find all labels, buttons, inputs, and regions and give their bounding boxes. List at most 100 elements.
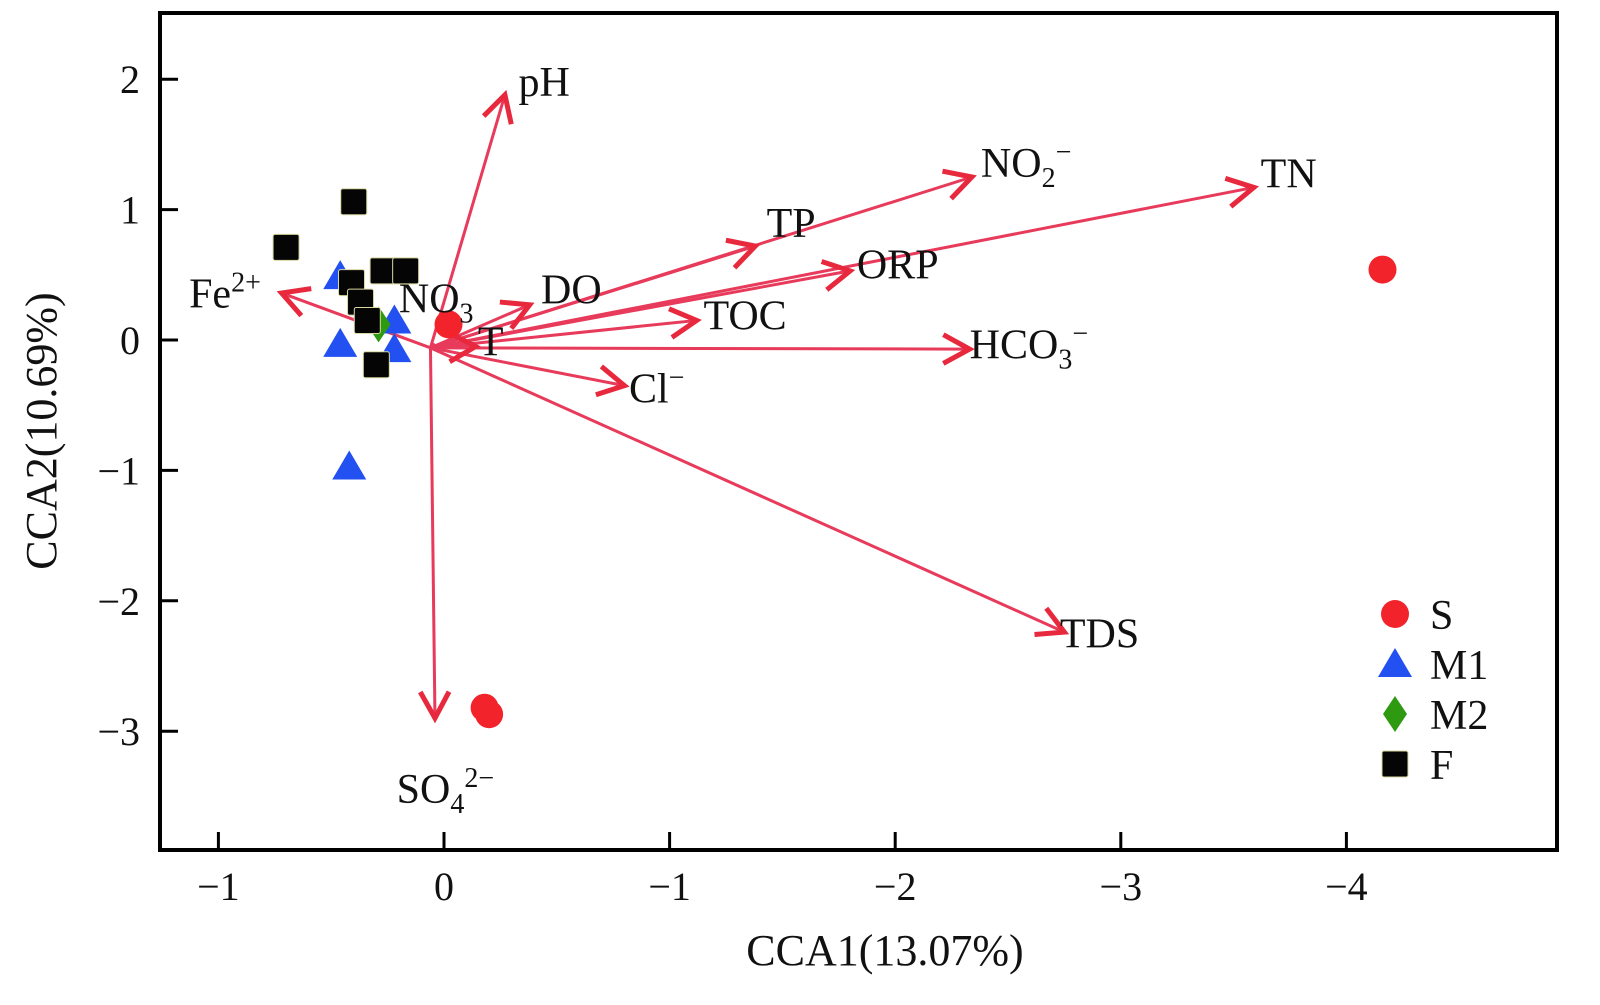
arrow-shaft: [430, 269, 851, 350]
arrow-shaft: [430, 346, 970, 351]
env-label-subscript: 3: [460, 299, 474, 330]
arrow-ph: [429, 89, 514, 349]
arrow-head: [668, 306, 702, 340]
arrow-head: [725, 237, 761, 270]
legend-label: S: [1430, 593, 1453, 639]
arrow-tp: [430, 237, 761, 350]
x-axis-title: CCA1(13.07%): [746, 926, 1023, 975]
legend-item-s: S: [1381, 593, 1453, 639]
env-label-text: ORP: [857, 243, 939, 289]
point-f: [362, 351, 390, 379]
series-s: [434, 255, 1397, 729]
env-label-do: DO: [541, 267, 602, 313]
sample-points: [272, 188, 1397, 729]
arrow-head: [499, 299, 535, 330]
x-tick-label: −1: [197, 864, 240, 909]
y-tick-label: −1: [97, 448, 140, 493]
arrow-so42: [418, 347, 452, 724]
env-label-text: TDS: [1060, 612, 1139, 658]
env-label-text: T: [478, 320, 504, 366]
y-tick-label: −2: [97, 579, 140, 624]
legend-marker-circle: [1381, 600, 1409, 628]
env-label-text: pH: [518, 60, 569, 106]
point-f: [353, 306, 381, 334]
point-s: [1368, 255, 1397, 284]
env-label-superscript: −: [1056, 137, 1072, 168]
arrow-shaft: [430, 244, 756, 350]
arrow-shaft: [429, 94, 507, 349]
arrow-shaft: [429, 346, 1066, 634]
point-s: [475, 700, 504, 729]
arrow-hco3: [430, 332, 975, 366]
env-label-superscript: −: [1072, 318, 1088, 349]
env-label-toc: TOC: [703, 294, 786, 340]
arrow-head: [941, 168, 977, 201]
arrow-t: [430, 330, 481, 364]
env-label-text: NO: [981, 141, 1042, 187]
env-label-text: HCO: [970, 322, 1059, 368]
env-label-text: Fe: [189, 271, 231, 317]
point-m1: [332, 450, 367, 480]
env-label-cl: Cl−: [629, 363, 684, 413]
env-label-text: TN: [1261, 151, 1317, 197]
x-tick-label: 0: [434, 864, 454, 909]
arrow-shaft: [430, 318, 697, 350]
x-tick-label: −4: [1325, 864, 1368, 909]
env-label-subscript: 4: [450, 789, 464, 820]
arrow-head: [418, 690, 452, 724]
env-label-superscript: 2−: [464, 763, 494, 794]
arrow-do: [429, 299, 535, 350]
legend-item-m1: M1: [1378, 643, 1488, 689]
env-label-fe2: Fe2+: [189, 267, 261, 317]
arrow-shaft: [430, 345, 476, 350]
env-label-text: DO: [541, 267, 602, 313]
arrow-head: [1034, 606, 1070, 637]
legend-label: F: [1430, 743, 1453, 789]
point-m1: [323, 327, 358, 357]
legend-marker-diamond: [1383, 696, 1407, 732]
x-tick-label: −1: [648, 864, 691, 909]
arrow-head: [481, 89, 514, 125]
env-label-hco3: HCO3−: [970, 318, 1088, 375]
arrow-head: [1224, 175, 1260, 209]
env-label-ph: pH: [518, 60, 569, 106]
x-tick-label: −2: [874, 864, 917, 909]
legend-item-f: F: [1381, 743, 1453, 789]
env-label-t: T: [478, 320, 504, 366]
env-label-no3: NO3: [399, 277, 474, 330]
point-f: [392, 257, 420, 285]
y-axis-title: CCA2(10.69%): [17, 292, 66, 569]
env-label-orp: ORP: [857, 243, 939, 289]
env-label-text: SO: [397, 767, 451, 813]
env-label-tp: TP: [767, 201, 816, 247]
legend-label: M1: [1430, 643, 1488, 689]
point-f: [340, 188, 368, 216]
legend-marker-triangle: [1378, 648, 1412, 677]
legend-item-m2: M2: [1383, 693, 1488, 739]
environmental-arrows: [276, 89, 1260, 724]
arrow-shaft: [428, 347, 437, 719]
env-label-tds: TDS: [1060, 612, 1139, 658]
legend-marker-square: [1381, 750, 1409, 778]
y-tick-label: 0: [120, 318, 140, 363]
arrow-head: [820, 259, 856, 292]
env-label-subscript: 2: [1042, 163, 1056, 194]
env-label-text: TP: [767, 201, 816, 247]
arrow-orp: [430, 259, 856, 350]
arrow-head: [942, 332, 975, 366]
arrow-shaft: [429, 303, 531, 350]
legend-label: M2: [1430, 693, 1488, 739]
y-tick-label: 1: [120, 188, 140, 233]
plot-frame: [158, 11, 1559, 852]
point-f: [272, 233, 300, 261]
arrow-head: [447, 330, 481, 364]
env-label-superscript: 2+: [231, 267, 261, 298]
arrow-head: [276, 286, 312, 318]
y-tick-label: 2: [120, 57, 140, 102]
env-label-text: TOC: [703, 294, 786, 340]
point-s: [434, 310, 463, 339]
